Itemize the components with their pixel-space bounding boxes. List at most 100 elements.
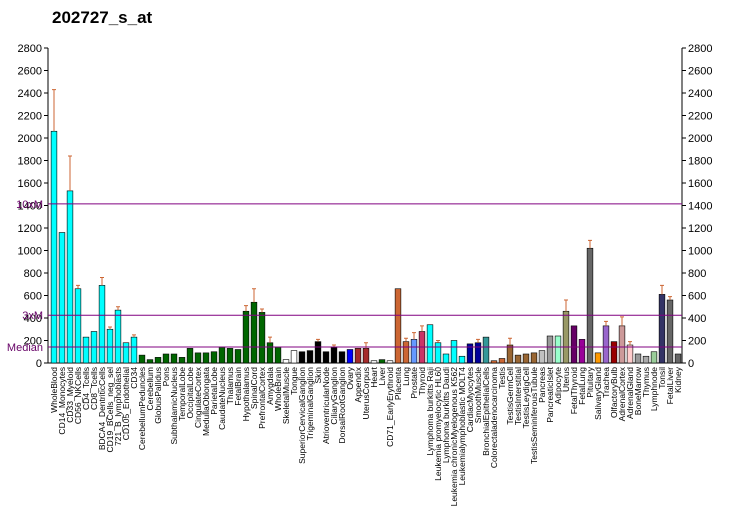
category-label: Pancreas: [537, 367, 547, 403]
category-label: Lung: [401, 367, 411, 386]
bar: [402, 341, 410, 364]
bar: [106, 328, 114, 364]
bar: [426, 324, 434, 364]
category-label: TemporalLobe: [177, 367, 187, 421]
bar: [234, 349, 242, 364]
category-label: CD19_BCells_neg_sel: [105, 367, 115, 453]
y-tick-label-left: 600: [24, 291, 42, 303]
category-label: ParietalLobe: [209, 367, 219, 415]
category-label: PancreaticIslet: [545, 366, 555, 422]
bar: [210, 351, 218, 364]
bar: [194, 352, 202, 364]
category-label: OlfactoryBulb: [609, 367, 619, 418]
bar: [258, 312, 266, 364]
bar: [522, 353, 530, 364]
category-label: CD8_Tcells: [89, 367, 99, 410]
category-label: SpinalCord: [249, 367, 259, 409]
bar: [114, 309, 122, 364]
category-label: Pons: [161, 367, 171, 386]
category-label: WholeBrain: [273, 367, 283, 411]
category-label: Prostate: [409, 367, 419, 399]
category-label: Lymphoma burkitts Daudi: [441, 367, 451, 463]
category-label: Adipocyte: [553, 367, 563, 405]
category-label: TestisInterstitial: [513, 367, 523, 425]
y-tick-label-left: 2200: [18, 111, 42, 123]
category-label: SalivaryGland: [593, 367, 603, 420]
bar: [250, 301, 258, 364]
category-label: CD56_NKCells: [73, 367, 83, 424]
category-label: Colorectaladenocarcinoma: [489, 367, 499, 468]
category-label: SubthalamicNucleus: [169, 367, 179, 444]
bar: [674, 353, 682, 364]
category-label: DorsalRootGanglion: [337, 367, 347, 444]
y-tick-label-right: 2400: [688, 88, 712, 100]
category-label: FetalThyroid: [569, 367, 579, 415]
reference-line-label: 3xM: [22, 310, 43, 322]
bar: [314, 341, 322, 364]
y-tick-label-right: 800: [688, 268, 706, 280]
category-label: Ovary: [345, 366, 355, 389]
category-label: OccipitalLobe: [185, 367, 195, 419]
bar: [274, 346, 282, 364]
bar: [634, 353, 642, 364]
category-label: SuperiorCervicalGanglion: [297, 367, 307, 464]
bar: [346, 349, 354, 364]
category-label: Lymphoma burkitts Raji: [425, 367, 435, 456]
category-label: BDCA4_DentriticCells: [97, 367, 107, 450]
y-tick-label-right: 600: [688, 291, 706, 303]
category-label: PrefrontalCortex: [257, 366, 267, 429]
category-label: CaudateNucleus: [217, 367, 227, 430]
category-label: AtrioventricularNode: [321, 367, 331, 444]
bar: [498, 358, 506, 364]
bar: [186, 348, 194, 364]
bar: [170, 353, 178, 364]
category-label: TestisGermCell: [505, 367, 515, 425]
category-label: AdrenalGland: [625, 367, 635, 419]
bar: [66, 190, 74, 364]
bar: [378, 359, 386, 364]
bar: [130, 336, 138, 364]
bar: [138, 354, 146, 364]
bar: [290, 350, 298, 364]
bar: [506, 344, 514, 364]
category-label: CD14_Monocytes: [57, 367, 67, 435]
bar: [50, 130, 58, 364]
bar: [474, 342, 482, 364]
bar: [602, 325, 610, 364]
category-label: Trachea: [601, 367, 611, 398]
category-label: Leukemia chronicMyelogenous K562: [449, 367, 459, 507]
category-label: Skin: [313, 367, 323, 384]
bar: [306, 350, 314, 364]
bar: [538, 350, 546, 364]
category-label: Lymphnode: [649, 367, 659, 411]
y-tick-label-left: 1200: [18, 223, 42, 235]
bar: [442, 353, 450, 364]
y-tick-label-right: 2200: [688, 111, 712, 123]
reference-line-label: Median: [7, 342, 43, 354]
y-tick-label-left: 1400: [18, 201, 42, 213]
bar: [154, 357, 162, 364]
category-label: TrigeminalGanglion: [305, 367, 315, 441]
bar: [562, 310, 570, 364]
bar: [410, 339, 418, 364]
category-label: Uterus: [561, 367, 571, 392]
category-label: Thymus: [641, 367, 651, 397]
category-label: TestisSeminiferousTubule: [529, 367, 539, 464]
bar: [386, 360, 394, 364]
y-tick-label-left: 2600: [18, 66, 42, 78]
bar: [514, 354, 522, 364]
bar: [354, 348, 362, 364]
bar: [594, 352, 602, 364]
bar: [330, 346, 338, 364]
bar: [74, 288, 82, 364]
category-label: Leukemialymphoblastic MOLT4: [457, 367, 467, 486]
category-label: BoneMarrow: [633, 366, 643, 415]
category-label: AdrenalCortex: [617, 366, 627, 421]
bar: [298, 351, 306, 364]
bar: [530, 352, 538, 364]
bar: [226, 348, 234, 364]
category-label: 721_B_lymphoblasts: [113, 367, 123, 446]
category-label: Cerebellum: [145, 367, 155, 410]
bar: [450, 340, 458, 364]
chart-title: 202727_s_at: [52, 8, 153, 27]
